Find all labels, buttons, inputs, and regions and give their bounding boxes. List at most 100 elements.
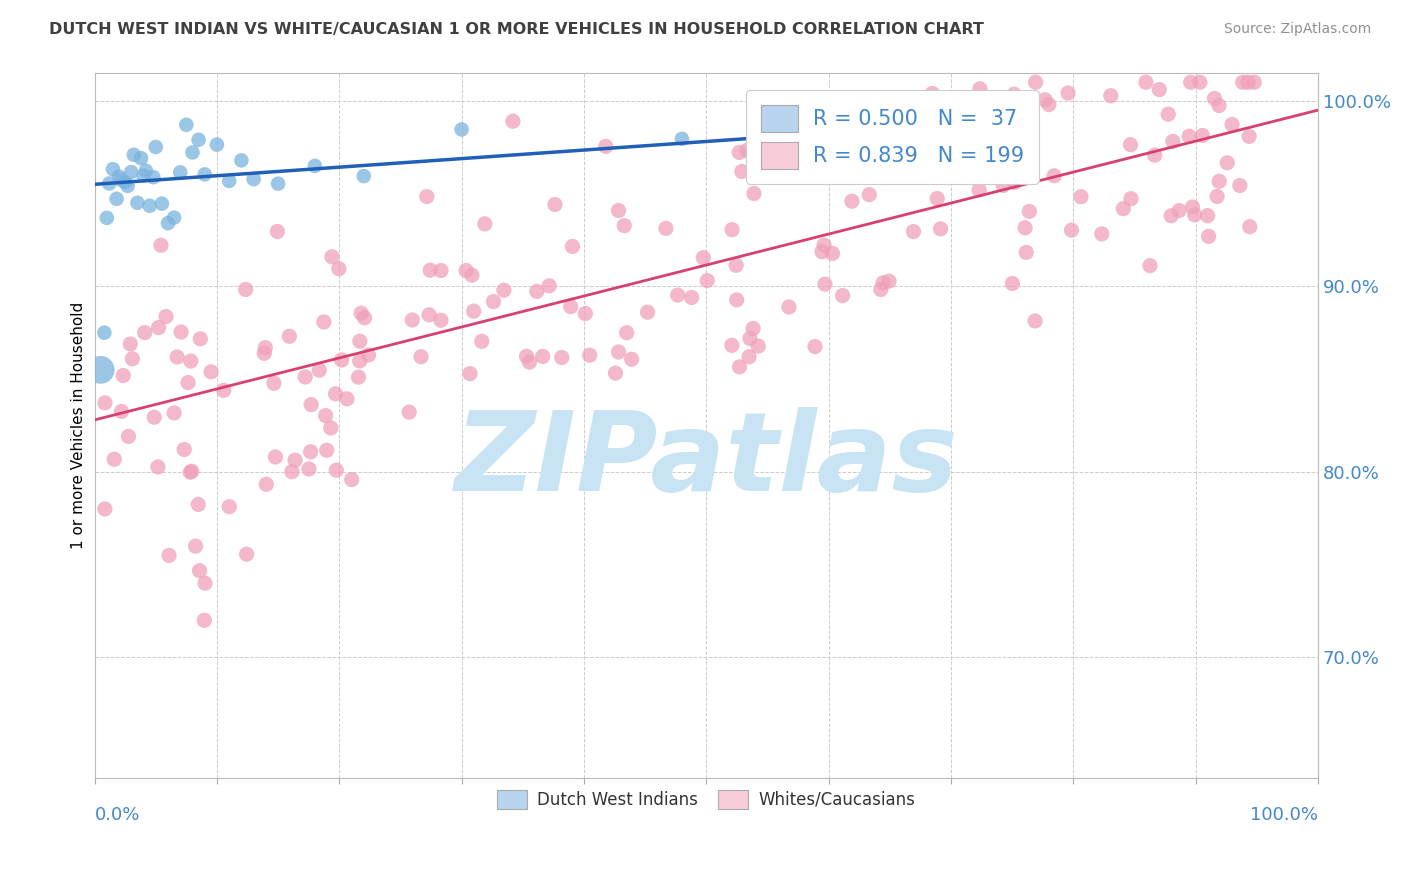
Y-axis label: 1 or more Vehicles in Household: 1 or more Vehicles in Household <box>72 301 86 549</box>
Point <box>813 238 835 252</box>
Point <box>117 178 139 193</box>
Point <box>1015 245 1038 260</box>
Point <box>169 165 191 179</box>
Point <box>925 145 948 159</box>
Point <box>1197 209 1219 223</box>
Point <box>531 350 554 364</box>
Point <box>1216 156 1239 170</box>
Point <box>181 145 204 160</box>
Point <box>94 502 117 516</box>
Point <box>122 148 145 162</box>
Point <box>132 169 155 183</box>
Point <box>515 349 537 363</box>
Point <box>180 354 202 368</box>
Point <box>108 169 131 184</box>
Point <box>1139 259 1161 273</box>
Point <box>134 326 156 340</box>
Point <box>1232 75 1254 89</box>
Point <box>538 278 561 293</box>
Point <box>551 351 574 365</box>
Point <box>284 453 307 467</box>
Point <box>98 177 121 191</box>
Point <box>953 156 976 170</box>
Point <box>349 354 371 368</box>
Point <box>205 137 228 152</box>
Point <box>353 169 375 183</box>
Point <box>561 239 583 253</box>
Point <box>821 246 844 260</box>
Point <box>177 376 200 390</box>
Point <box>156 216 179 230</box>
Point <box>735 143 758 157</box>
Point <box>330 353 353 368</box>
Point <box>742 186 765 201</box>
Point <box>231 153 253 168</box>
Point <box>869 283 891 297</box>
Point <box>90 363 112 377</box>
Point <box>114 175 136 189</box>
Point <box>728 145 751 160</box>
Point <box>299 398 322 412</box>
Point <box>1025 75 1047 89</box>
Point <box>430 263 453 277</box>
Point <box>179 465 201 479</box>
Point <box>173 442 195 457</box>
Point <box>666 288 689 302</box>
Point <box>595 139 617 153</box>
Point <box>319 421 342 435</box>
Point <box>502 114 524 128</box>
Point <box>1198 229 1220 244</box>
Point <box>898 120 921 135</box>
Point <box>135 163 157 178</box>
Point <box>804 340 827 354</box>
Point <box>1018 204 1040 219</box>
Point <box>1237 129 1260 144</box>
Point <box>266 224 288 238</box>
Point <box>155 310 177 324</box>
Point <box>1014 220 1036 235</box>
Point <box>1181 200 1204 214</box>
Point <box>1206 189 1229 203</box>
Point <box>616 326 638 340</box>
Point <box>837 105 859 120</box>
Point <box>357 348 380 362</box>
Point <box>858 187 880 202</box>
Point <box>721 338 744 352</box>
Point <box>1060 223 1083 237</box>
Point <box>278 329 301 343</box>
Point <box>96 211 118 225</box>
Point <box>811 138 834 153</box>
Point <box>325 463 347 477</box>
Point <box>929 222 952 236</box>
Text: 100.0%: 100.0% <box>1250 806 1319 824</box>
Point <box>1204 91 1226 105</box>
Point <box>637 305 659 319</box>
Point <box>1038 97 1060 112</box>
Point <box>877 274 900 288</box>
Point <box>458 367 481 381</box>
Point <box>865 110 887 124</box>
Point <box>544 197 567 211</box>
Point <box>969 82 991 96</box>
Point <box>157 549 180 563</box>
Point <box>340 473 363 487</box>
Point <box>1180 75 1202 89</box>
Text: ZIPatlas: ZIPatlas <box>454 408 959 515</box>
Point <box>146 459 169 474</box>
Point <box>1168 203 1191 218</box>
Point <box>607 345 630 359</box>
Point <box>738 350 761 364</box>
Point <box>927 192 949 206</box>
Point <box>1161 135 1184 149</box>
Point <box>831 288 853 302</box>
Text: DUTCH WEST INDIAN VS WHITE/CAUCASIAN 1 OR MORE VEHICLES IN HOUSEHOLD CORRELATION: DUTCH WEST INDIAN VS WHITE/CAUCASIAN 1 O… <box>49 22 984 37</box>
Point <box>190 332 212 346</box>
Point <box>328 261 350 276</box>
Point <box>1188 75 1211 89</box>
Text: Source: ZipAtlas.com: Source: ZipAtlas.com <box>1223 22 1371 37</box>
Point <box>731 164 754 178</box>
Point <box>212 384 235 398</box>
Point <box>811 244 834 259</box>
Point <box>872 276 894 290</box>
Point <box>949 96 972 111</box>
